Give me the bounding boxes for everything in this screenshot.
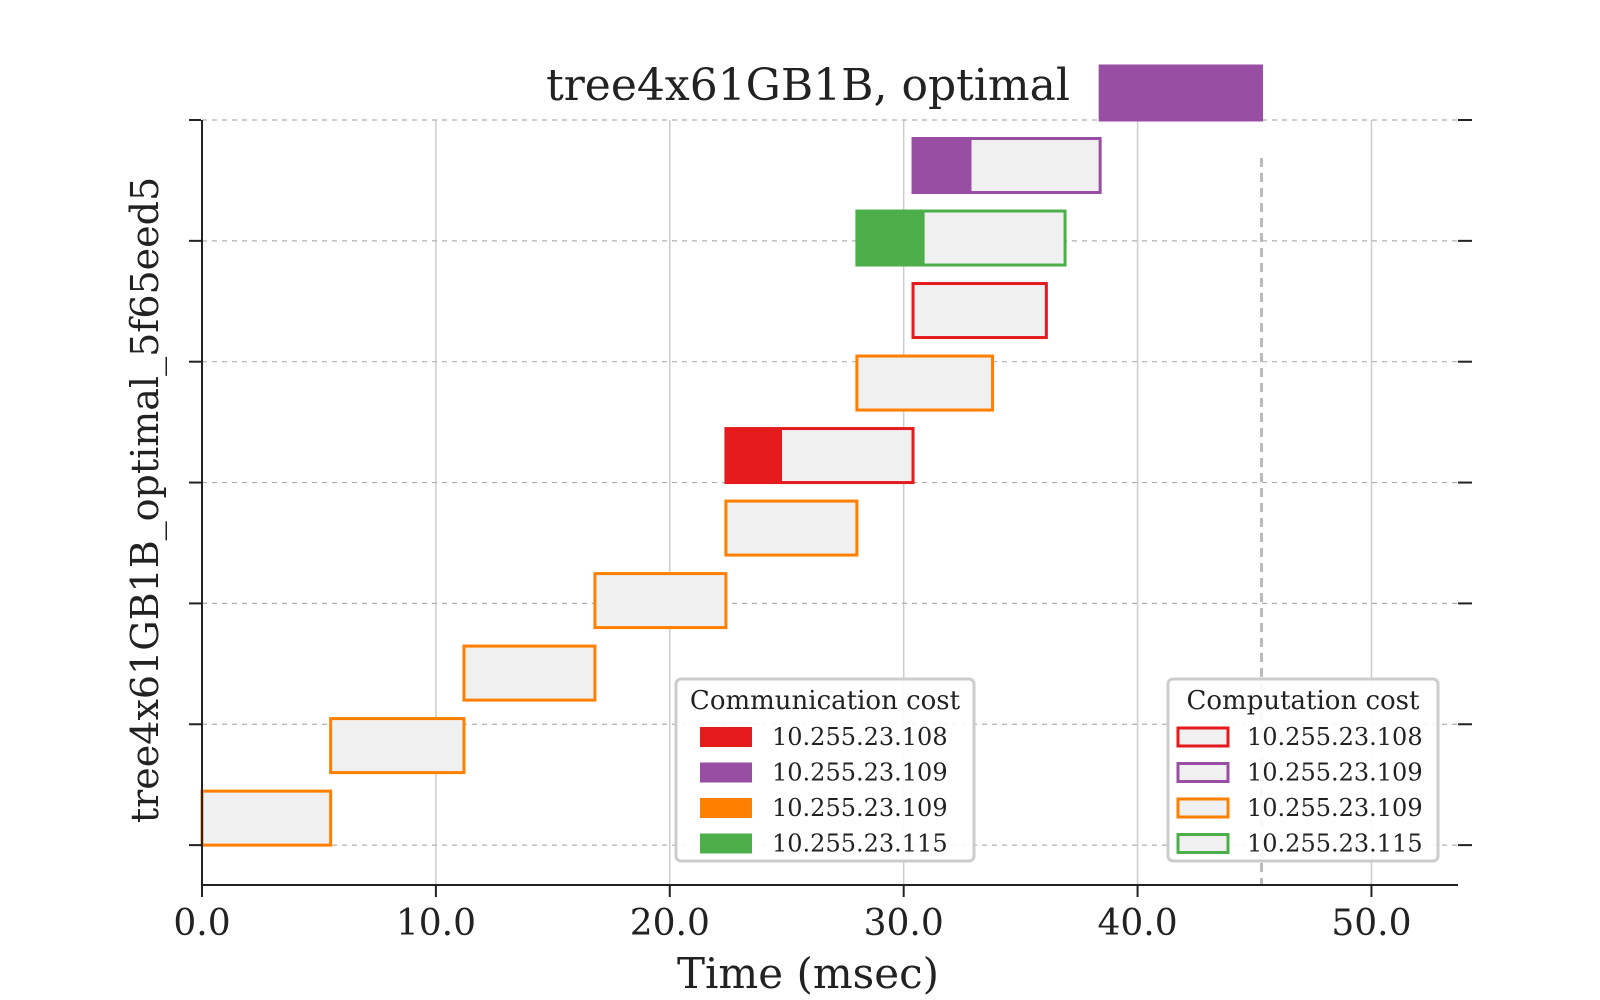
legend-label: 10.255.23.109 <box>772 794 948 822</box>
x-tick-label: 20.0 <box>630 903 710 944</box>
computation-bar <box>202 791 331 845</box>
x-tick-label: 10.0 <box>396 903 476 944</box>
computation-bar <box>925 211 1065 265</box>
legend-swatch <box>700 763 752 783</box>
legend-swatch <box>1178 799 1228 817</box>
computation-bar <box>464 646 595 700</box>
x-tick-label: 30.0 <box>864 903 944 944</box>
legend-swatch <box>1178 835 1228 853</box>
legend-label: 10.255.23.108 <box>1247 723 1423 751</box>
computation-bar <box>972 139 1101 193</box>
computation-bar <box>726 501 857 555</box>
computation-bar <box>913 284 1046 338</box>
legend-label: 10.255.23.108 <box>772 723 948 751</box>
legend-title: Computation cost <box>1187 686 1421 716</box>
legend-label: 10.255.23.109 <box>1247 794 1423 822</box>
x-tick-label: 40.0 <box>1097 903 1177 944</box>
computation-bar <box>595 574 726 628</box>
y-axis-label: tree4x61GB1B_optimal_5f65eed5 <box>123 177 168 823</box>
legend-swatch <box>700 834 752 854</box>
legend-swatch <box>700 798 752 818</box>
computation-bar <box>857 356 993 410</box>
legend-swatch <box>1178 764 1228 782</box>
legend-swatch <box>1178 728 1228 746</box>
legend-label: 10.255.23.109 <box>1247 759 1423 787</box>
communication-bar <box>726 429 782 483</box>
legend-swatch <box>700 727 752 747</box>
legend-label: 10.255.23.115 <box>772 830 948 858</box>
communication-bar <box>913 139 971 193</box>
legend-computation-cost: Computation cost 10.255.23.108 10.255.23.1… <box>1168 679 1438 861</box>
legend-label: 10.255.23.115 <box>1247 830 1423 858</box>
legend-label: 10.255.23.109 <box>772 759 948 787</box>
legend-title: Communication cost <box>690 686 961 716</box>
x-axis-label: Time (msec) <box>677 949 939 998</box>
communication-bar <box>857 211 925 265</box>
x-tick-label: 50.0 <box>1331 903 1411 944</box>
legend-communication-cost: Communication cost 10.255.23.108 10.255.23… <box>676 679 974 861</box>
computation-bar <box>331 719 464 773</box>
chart-title: tree4x61GB1B, optimal <box>546 60 1070 111</box>
computation-bar <box>782 429 913 483</box>
x-tick-label: 0.0 <box>173 903 230 944</box>
communication-bar <box>1100 66 1261 120</box>
